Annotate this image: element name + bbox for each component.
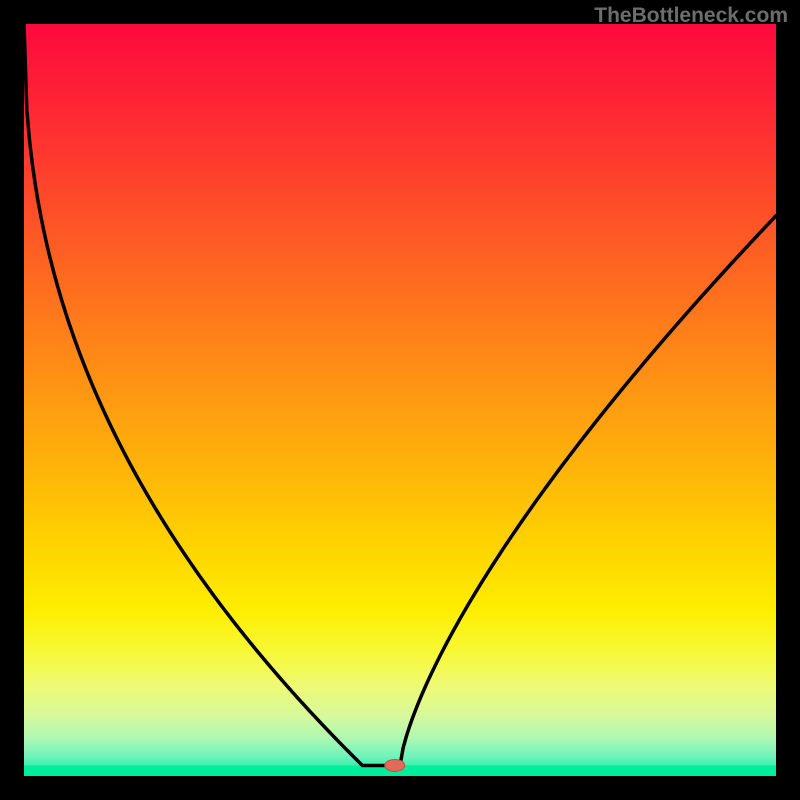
optimal-point-marker xyxy=(385,759,405,771)
chart-svg xyxy=(0,0,800,800)
plot-gradient-background xyxy=(24,24,776,776)
watermark-text: TheBottleneck.com xyxy=(594,4,788,28)
bottleneck-chart: TheBottleneck.com xyxy=(0,0,800,800)
